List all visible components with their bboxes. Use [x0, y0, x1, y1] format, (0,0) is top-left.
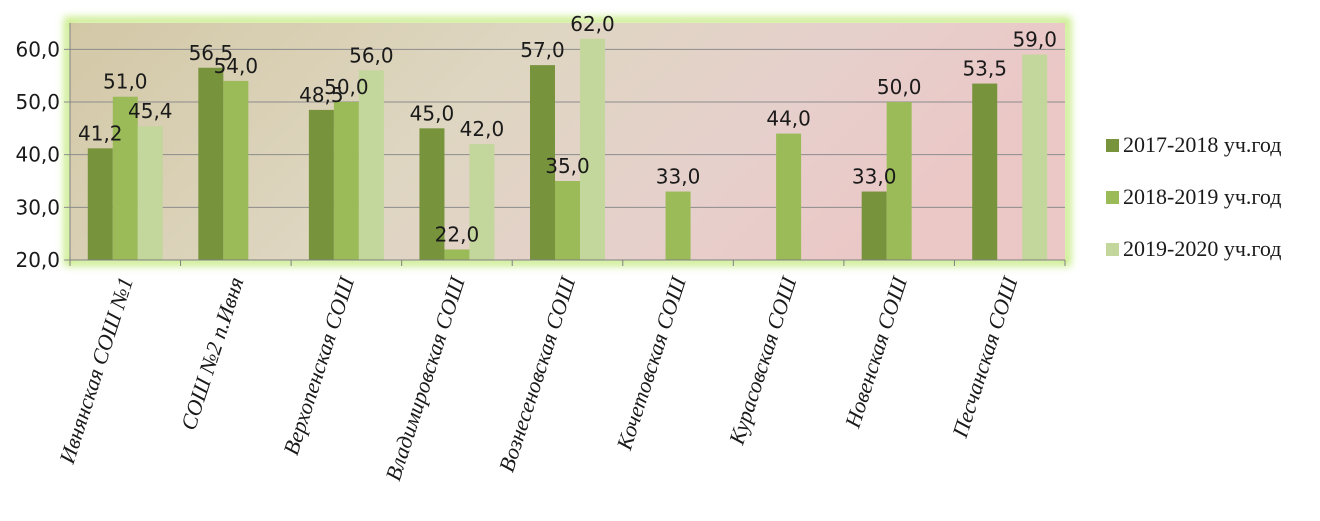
data-label: 53,5	[962, 57, 1007, 81]
data-label: 57,0	[520, 38, 565, 62]
bar	[555, 181, 580, 260]
data-label: 41,2	[78, 121, 123, 145]
bar	[886, 102, 912, 260]
plot-glow	[64, 17, 1071, 266]
bar	[137, 126, 163, 260]
category-label: СОШ №2 п.Ивня	[176, 274, 249, 433]
data-label: 45,4	[128, 99, 173, 123]
legend-swatch	[1106, 243, 1119, 256]
bar	[198, 67, 224, 261]
bar	[861, 191, 887, 260]
data-label: 44,0	[766, 107, 811, 131]
y-tick-label: 50,0	[15, 90, 60, 114]
category-label: Верхопенская СОШ	[278, 273, 359, 458]
y-tick-label: 30,0	[15, 195, 60, 219]
data-label: 51,0	[103, 70, 148, 94]
bar	[308, 109, 334, 261]
legend-label: 2019-2020 уч.год	[1123, 236, 1281, 261]
data-label: 62,0	[570, 12, 615, 36]
y-tick-label: 60,0	[15, 37, 60, 61]
data-label: 33,0	[656, 165, 701, 189]
category-label: Кочетовская СОШ	[611, 273, 691, 454]
bar	[333, 102, 359, 260]
y-tick-label: 40,0	[15, 143, 60, 167]
data-label: 33,0	[852, 165, 897, 189]
bar	[580, 38, 605, 260]
bar	[358, 70, 384, 261]
data-label: 50,0	[324, 75, 369, 99]
bar	[776, 133, 802, 260]
bar	[419, 128, 445, 260]
bar	[444, 249, 470, 260]
data-label: 54,0	[214, 54, 259, 78]
data-label: 59,0	[1012, 28, 1057, 52]
legend: 2017-2018 уч.год 2018-2019 уч.год 2019-202…	[1106, 132, 1281, 261]
data-label: 50,0	[877, 75, 922, 99]
bar	[112, 96, 138, 260]
category-label: Песчанская СОШ	[947, 273, 1023, 441]
category-label: Новенская СОШ	[839, 273, 912, 432]
data-label: 22,0	[435, 222, 480, 246]
y-tick-label: 20,0	[15, 248, 60, 272]
bar	[1022, 54, 1048, 260]
bar	[469, 144, 495, 260]
bar	[87, 148, 113, 260]
data-label: 56,0	[349, 43, 394, 67]
legend-label: 2018-2019 уч.год	[1123, 184, 1281, 209]
data-labels: 41,251,045,456,554,048,550,056,045,022,0…	[78, 12, 1057, 247]
data-label: 48,5	[299, 83, 344, 107]
data-label: 42,0	[460, 117, 505, 141]
bar	[530, 65, 555, 260]
category-label: Владимировская СОШ	[380, 273, 470, 484]
bar	[223, 80, 249, 260]
legend-swatch	[1106, 139, 1119, 152]
bars	[87, 38, 1048, 261]
data-label: 35,0	[545, 154, 590, 178]
legend-swatch	[1106, 191, 1119, 204]
bar	[972, 83, 998, 260]
category-label: Ивнянская СОШ №1	[54, 274, 138, 468]
category-label: Курасовская СОШ	[723, 273, 801, 449]
data-label: 45,0	[410, 101, 455, 125]
legend-label: 2017-2018 уч.год	[1123, 132, 1281, 157]
data-label: 56,5	[189, 41, 234, 65]
category-label: Вознесеновская СОШ	[494, 273, 581, 475]
bar	[665, 191, 691, 260]
